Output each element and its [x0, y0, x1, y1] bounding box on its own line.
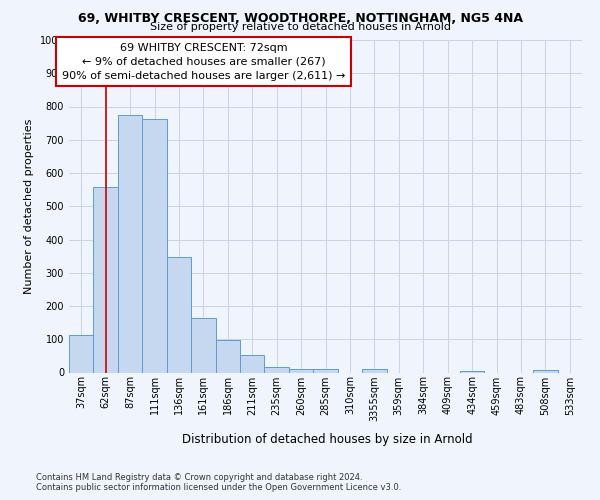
Bar — [142, 119, 167, 372]
Text: Size of property relative to detached houses in Arnold: Size of property relative to detached ho… — [149, 22, 451, 32]
Bar — [362, 369, 386, 372]
Bar — [240, 355, 265, 372]
Bar — [289, 368, 313, 372]
Text: Distribution of detached houses by size in Arnold: Distribution of detached houses by size … — [182, 432, 472, 446]
Bar — [69, 336, 94, 372]
Bar — [167, 257, 191, 372]
Bar — [215, 340, 240, 372]
Bar — [94, 188, 118, 372]
Bar — [533, 370, 557, 372]
Bar — [118, 115, 142, 372]
Bar — [191, 318, 215, 372]
Bar — [313, 369, 338, 372]
Y-axis label: Number of detached properties: Number of detached properties — [24, 118, 34, 294]
Bar — [265, 367, 289, 372]
Text: Contains public sector information licensed under the Open Government Licence v3: Contains public sector information licen… — [36, 482, 401, 492]
Bar — [460, 371, 484, 372]
Text: 69, WHITBY CRESCENT, WOODTHORPE, NOTTINGHAM, NG5 4NA: 69, WHITBY CRESCENT, WOODTHORPE, NOTTING… — [77, 12, 523, 26]
Text: 69 WHITBY CRESCENT: 72sqm
← 9% of detached houses are smaller (267)
90% of semi-: 69 WHITBY CRESCENT: 72sqm ← 9% of detach… — [62, 42, 345, 80]
Text: Contains HM Land Registry data © Crown copyright and database right 2024.: Contains HM Land Registry data © Crown c… — [36, 472, 362, 482]
